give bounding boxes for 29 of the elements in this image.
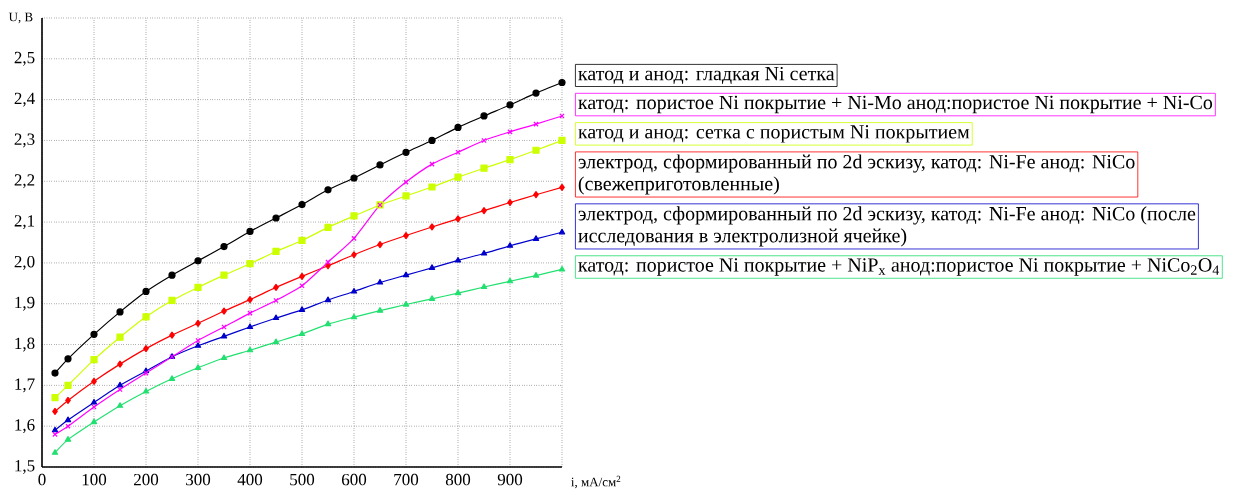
series-label: катод и анод: гладкая Ni сетка (578, 66, 835, 85)
series-label: катод: пористое Ni покрытие + Ni-Mo анод:пористое Ni покрытие + Ni-Co (578, 95, 1213, 114)
y-tick-label: 2,1 (14, 215, 35, 230)
y-tick-label: 2,4 (14, 92, 35, 107)
series-label: электрод, сформированный по 2d эскизу, катод: Ni-Fe анод: NiCo (свежеприготовленные) (578, 154, 1135, 195)
y-tick-label: 2,3 (14, 133, 35, 148)
y-tick-label: 1,5 (15, 460, 35, 474)
y-axis-title: U, В (8, 12, 33, 24)
y-tick-label: 2,0 (14, 255, 35, 270)
y-tick-label: 1,9 (15, 296, 35, 311)
y-tick-label: 1,7 (15, 378, 35, 393)
series-label: катод: пористое Ni покрытие + NiP$_{x}$ анод:пористое Ni покрытие + NiCo$_{2}$O$_{4}$ (578, 258, 1220, 276)
series-label: электрод, сформированный по 2d эскизу, катод: Ni-Fe анод: NiCo (после исследования в электролизной ячейке) (578, 206, 1196, 247)
x-tick-label: 900 (497, 473, 523, 486)
y-tick-label: 2,5 (14, 51, 35, 66)
x-tick-label: 0 (38, 473, 46, 486)
y-tick-label: 1,6 (15, 419, 35, 434)
x-tick-label: 600 (341, 473, 367, 486)
y-tick-label: 2,2 (14, 174, 35, 189)
x-tick-label: 400 (237, 473, 263, 486)
x-axis-title: i, мА/см$^{2}$ (571, 475, 621, 489)
x-tick-label: 200 (134, 473, 159, 486)
x-tick-label: 100 (82, 473, 107, 486)
x-tick-label: 300 (186, 473, 211, 486)
y-tick-label: 1,8 (15, 337, 35, 352)
x-tick-label: 700 (394, 473, 419, 486)
series-label: катод и анод: сетка с пористым Ni покрытием (578, 125, 970, 143)
x-tick-label: 500 (290, 473, 315, 486)
x-tick-label: 800 (445, 473, 471, 486)
